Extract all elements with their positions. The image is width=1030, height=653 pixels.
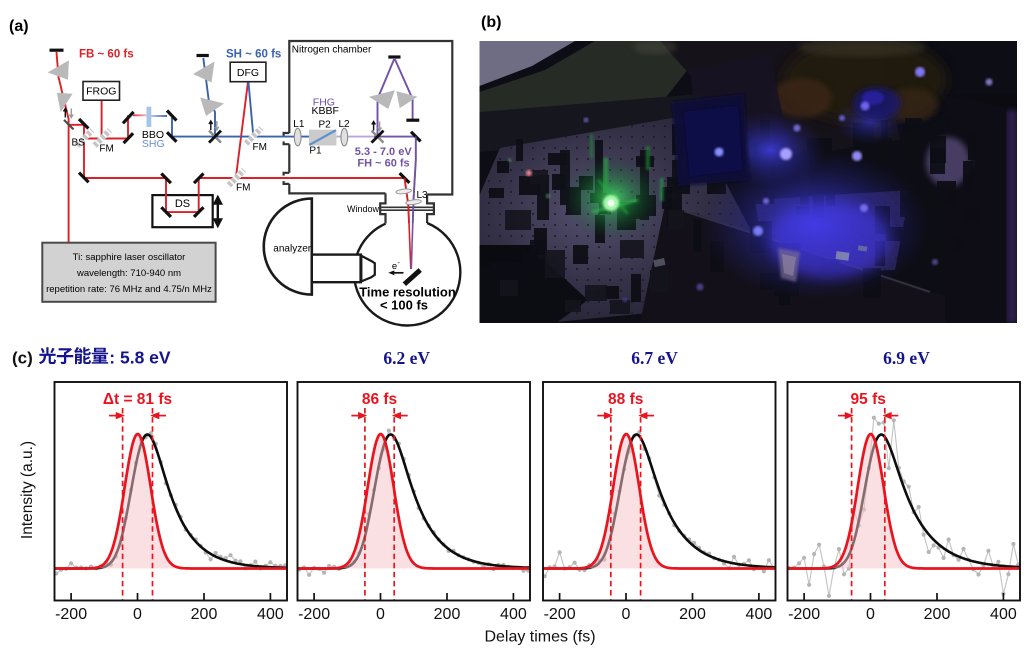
svg-text:SH ~ 60 fs: SH ~ 60 fs	[226, 49, 281, 61]
svg-text:analyzer: analyzer	[273, 244, 311, 255]
svg-text:L3: L3	[417, 190, 429, 201]
svg-text:< 100 fs: < 100 fs	[380, 298, 428, 313]
svg-text:0: 0	[622, 606, 631, 623]
svg-text:-200: -200	[55, 606, 87, 623]
svg-text:e: e	[392, 261, 397, 272]
svg-text:Intensity (a.u.): Intensity (a.u.)	[19, 441, 36, 539]
svg-text:BBO: BBO	[142, 129, 164, 141]
svg-text:DS: DS	[175, 198, 190, 210]
svg-text:FM: FM	[253, 142, 267, 153]
svg-text:(b): (b)	[481, 14, 501, 31]
svg-text:0: 0	[866, 606, 875, 623]
svg-text:FM: FM	[236, 183, 250, 194]
svg-text:repetition rate: 76 MHz and 4.: repetition rate: 76 MHz and 4.75/n MHz	[46, 284, 212, 295]
svg-text:400: 400	[990, 606, 1017, 623]
svg-text:wavelength: 710-940 nm: wavelength: 710-940 nm	[76, 268, 181, 279]
svg-text:400: 400	[500, 606, 527, 623]
svg-text:-200: -200	[788, 606, 820, 623]
svg-text:Delay times (fs): Delay times (fs)	[484, 629, 595, 646]
svg-text:6.9 eV: 6.9 eV	[883, 348, 930, 368]
svg-text:FROG: FROG	[86, 86, 116, 98]
svg-text:6.7 eV: 6.7 eV	[631, 348, 678, 368]
svg-text:200: 200	[434, 606, 461, 623]
svg-text:88 fs: 88 fs	[608, 391, 643, 408]
svg-text:L2: L2	[339, 119, 351, 130]
svg-text:P2: P2	[319, 119, 332, 130]
svg-text:P1: P1	[309, 145, 322, 156]
svg-text:5.3 - 7.0 eV: 5.3 - 7.0 eV	[355, 146, 413, 158]
svg-text:KBBF: KBBF	[312, 105, 339, 117]
svg-text:95 fs: 95 fs	[851, 391, 886, 408]
svg-text:86 fs: 86 fs	[362, 391, 397, 408]
svg-text:Ti: sapphire laser oscillator: Ti: sapphire laser oscillator	[73, 252, 186, 263]
svg-text:: 5.8 eV: : 5.8 eV	[109, 348, 171, 368]
svg-text:-200: -200	[298, 606, 330, 623]
svg-text:FM: FM	[99, 143, 113, 154]
svg-text:BS: BS	[72, 137, 86, 148]
svg-text:Time resolution: Time resolution	[359, 285, 456, 300]
svg-text:(a): (a)	[9, 18, 29, 35]
svg-text:6.2 eV: 6.2 eV	[383, 348, 430, 368]
svg-text:Window: Window	[347, 204, 380, 214]
svg-text:DFG: DFG	[237, 67, 259, 79]
svg-text:0: 0	[133, 606, 142, 623]
svg-text:FB ~ 60 fs: FB ~ 60 fs	[79, 49, 134, 61]
svg-text:(c): (c)	[12, 349, 33, 368]
svg-text:400: 400	[257, 606, 284, 623]
svg-text:200: 200	[679, 606, 706, 623]
svg-text:0: 0	[376, 606, 385, 623]
svg-text:-200: -200	[544, 606, 576, 623]
svg-text:SHG: SHG	[142, 138, 165, 150]
svg-text:Nitrogen chamber: Nitrogen chamber	[292, 44, 372, 55]
svg-text:200: 200	[191, 606, 218, 623]
svg-text:FH ~ 60 fs: FH ~ 60 fs	[357, 158, 409, 170]
svg-text:-: -	[398, 260, 401, 267]
svg-text:400: 400	[746, 606, 773, 623]
svg-text:Δt = 81 fs: Δt = 81 fs	[103, 391, 172, 408]
svg-text:L1: L1	[293, 119, 305, 130]
svg-text:200: 200	[924, 606, 951, 623]
svg-text:FHG: FHG	[313, 97, 335, 109]
